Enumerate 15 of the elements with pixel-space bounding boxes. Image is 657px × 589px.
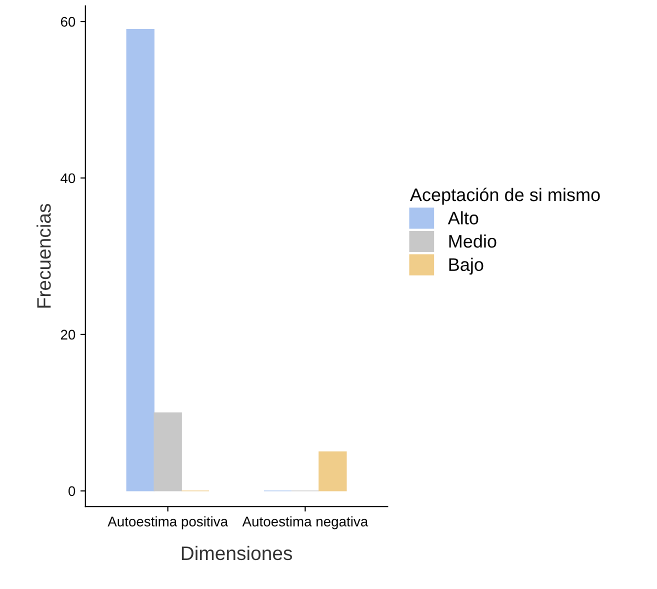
x-tick-label: Autoestima positiva <box>108 516 228 530</box>
y-tick-label: 60 <box>60 16 76 27</box>
legend-label: Alto <box>448 211 478 224</box>
y-tick-label: 40 <box>60 173 76 184</box>
legend-label: Bajo <box>449 258 484 275</box>
bar <box>318 451 347 492</box>
legend-label: Medio <box>449 234 496 248</box>
x-tick-label: Autoestima negativa <box>242 516 368 530</box>
x-axis-title: Dimensiones <box>182 546 292 560</box>
bar <box>126 29 154 492</box>
y-axis-title: Frecuencias <box>36 204 51 308</box>
y-tick-label: 0 <box>68 486 76 496</box>
bar <box>154 412 182 492</box>
y-tick-label: 20 <box>60 330 76 340</box>
legend-title: Aceptación de si mismo <box>410 188 600 205</box>
